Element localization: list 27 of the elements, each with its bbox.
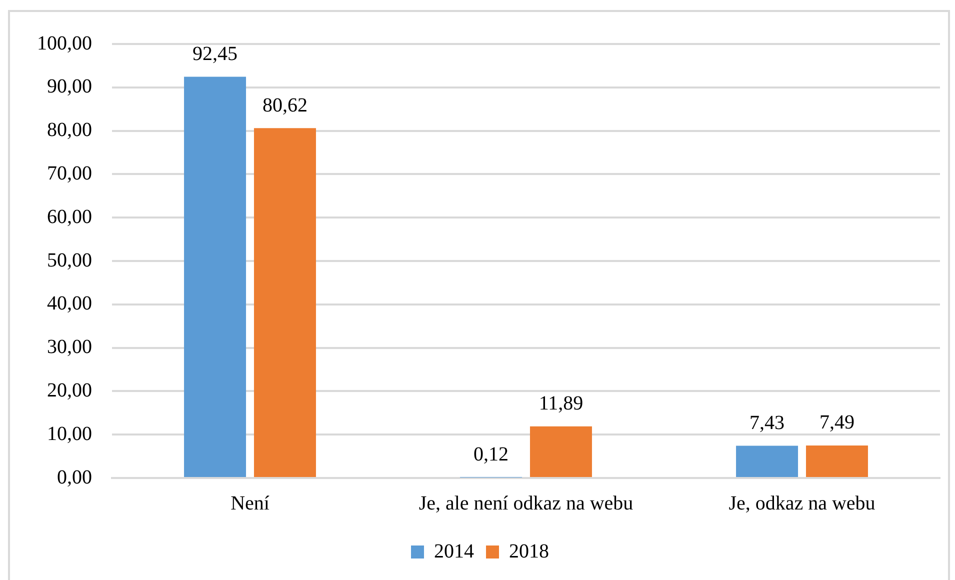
y-tick-label: 30,00 [47, 336, 92, 358]
y-tick-label: 90,00 [47, 76, 92, 98]
data-label: 0,12 [474, 444, 509, 466]
y-tick-label: 50,00 [47, 249, 92, 272]
y-tick-label: 40,00 [47, 292, 92, 315]
y-tick-label: 0,00 [57, 466, 92, 488]
data-label: 7,49 [819, 412, 854, 434]
bar [736, 446, 798, 477]
x-tick-label: Není [230, 492, 270, 514]
data-label: 7,43 [750, 412, 785, 434]
data-label: 80,62 [262, 94, 308, 116]
y-tick-label: 100,00 [37, 32, 92, 54]
bar [806, 445, 868, 477]
data-label: 92,45 [192, 43, 238, 66]
x-tick-label: Je, ale není odkaz na webu [418, 492, 634, 514]
x-tick-label: Je, odkaz na webu [728, 492, 876, 514]
bar [184, 76, 246, 477]
bar [254, 128, 316, 477]
legend-label: 2014 [434, 540, 474, 562]
y-tick-label: 60,00 [47, 206, 92, 228]
data-label: 11,89 [538, 392, 584, 415]
bar [530, 426, 592, 477]
legend-label: 2018 [509, 540, 549, 562]
y-tick-label: 10,00 [47, 422, 92, 445]
y-tick-label: 70,00 [47, 162, 92, 184]
y-tick-label: 80,00 [47, 119, 92, 142]
y-tick-label: 20,00 [47, 379, 92, 402]
